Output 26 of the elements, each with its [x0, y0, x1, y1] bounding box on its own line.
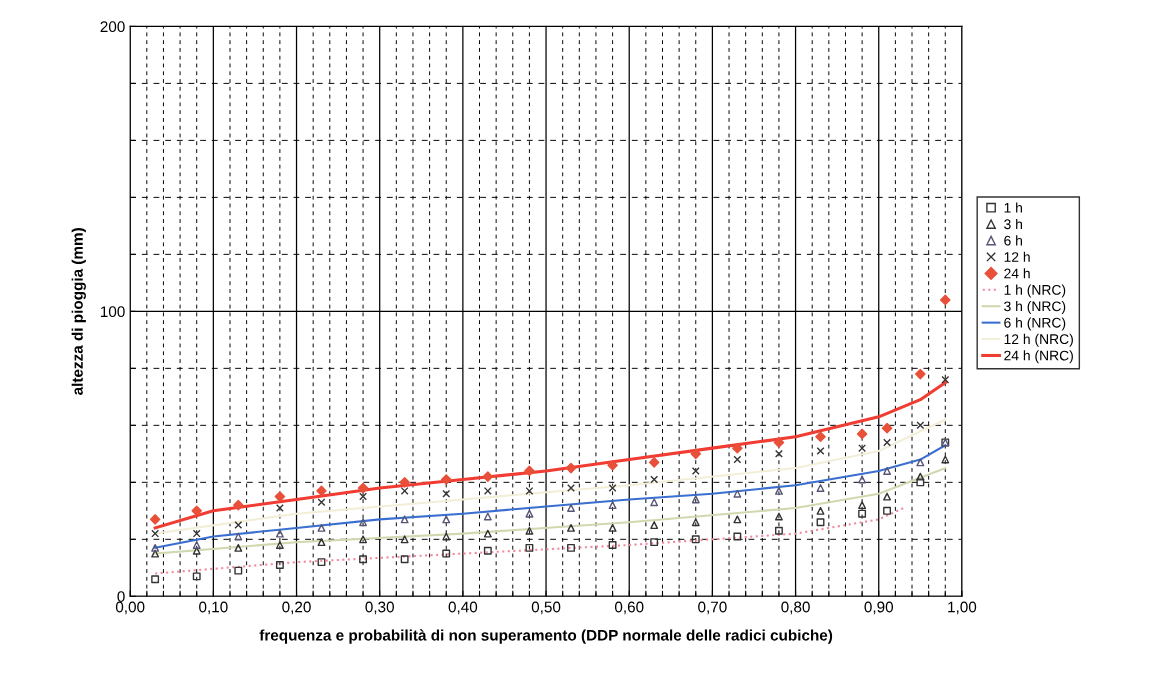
x-tick-label: 0,70: [698, 601, 727, 615]
x-tick-label: 0,20: [282, 601, 311, 615]
x-tick-label: 0,40: [448, 601, 478, 615]
y-axis-title: altezza di pioggia (mm): [71, 228, 86, 395]
x-tick-label: 0,10: [199, 601, 228, 615]
x-tick-label: 0,00: [115, 601, 145, 615]
x-tick-label: 0,30: [365, 601, 394, 615]
legend-label: 24 h: [1004, 268, 1030, 279]
legend-label: 6 h (NRC): [1004, 317, 1066, 331]
legend-label: 3 h: [1004, 218, 1022, 230]
y-tick-label: 0: [117, 591, 125, 602]
x-tick-label: 1,00: [948, 601, 977, 615]
legend-label: 1 h: [1004, 202, 1022, 213]
legend-label: 12 h: [1004, 251, 1030, 262]
y-tick-label: 100: [100, 306, 125, 318]
legend-label: 3 h (NRC): [1004, 301, 1066, 314]
legend-label: 1 h (NRC): [1004, 284, 1066, 298]
legend-label: 6 h: [1004, 235, 1022, 246]
x-tick-label: 0,50: [531, 601, 561, 615]
x-axis-title: frequenza e probabilità di non superamento (DDP normale delle radici cubiche): [259, 629, 833, 644]
x-tick-label: 0,90: [864, 601, 894, 615]
legend-label: 24 h (NRC): [1004, 350, 1073, 364]
y-tick-label: 200: [100, 21, 125, 33]
x-tick-label: 0,80: [781, 601, 810, 615]
x-tick-label: 0,60: [614, 601, 644, 615]
legend-label: 12 h (NRC): [1004, 333, 1073, 347]
